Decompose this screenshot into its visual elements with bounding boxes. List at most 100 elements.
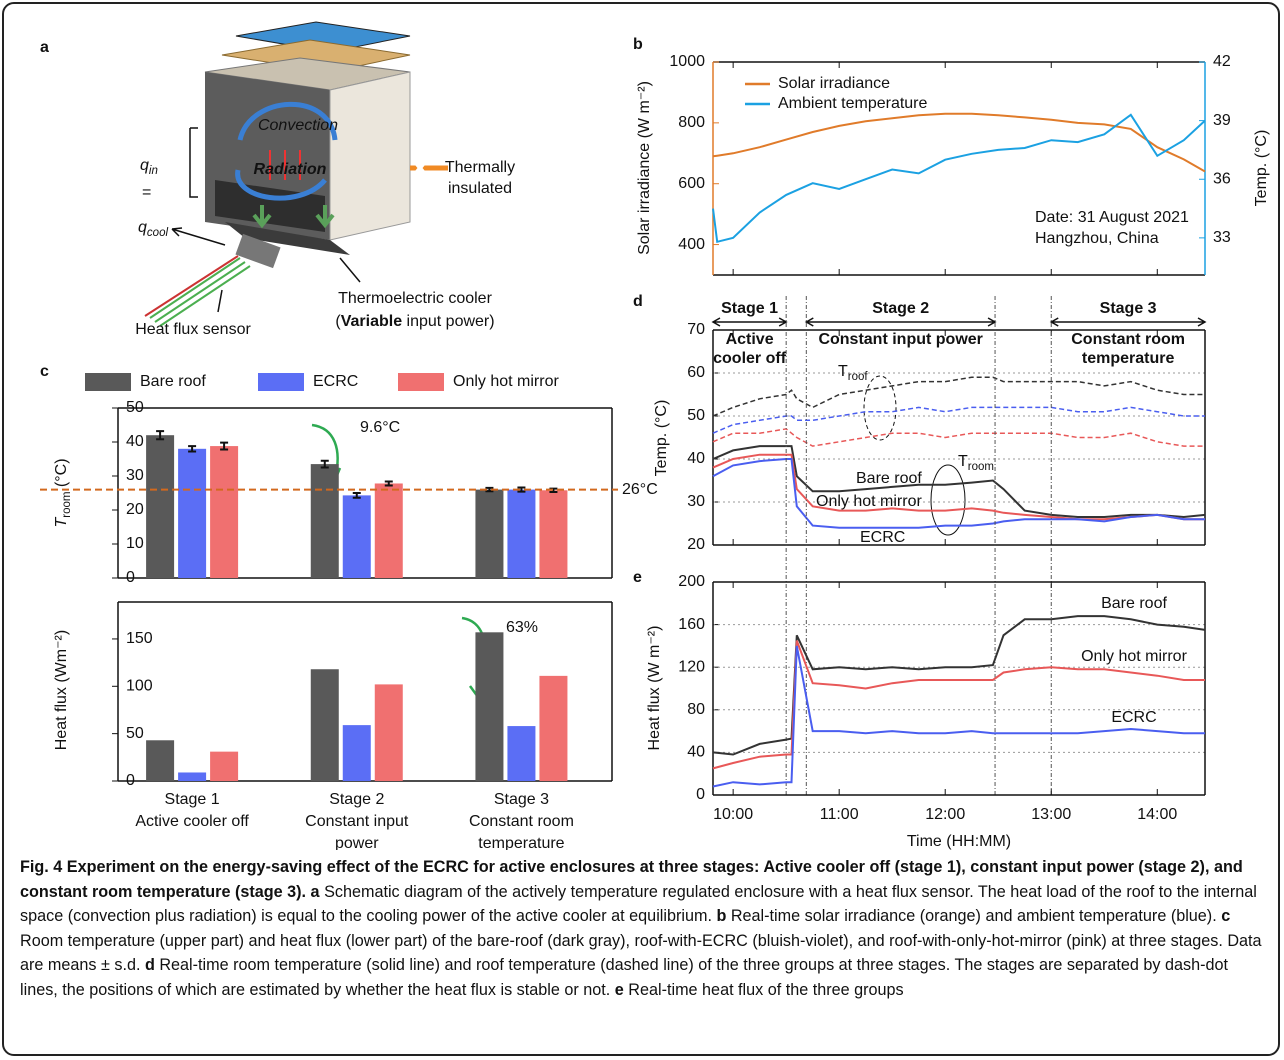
x-tick-label: Constant room [469,813,574,830]
series-label: Bare roof [856,470,922,487]
panel-label: e [633,569,642,586]
wires [150,258,250,326]
x-tick-label: 11:00 [820,806,859,823]
text-part: room [968,461,994,473]
bar [210,752,238,781]
room-ellipse [931,465,965,535]
text-part: room [61,492,73,518]
caption-text: Real-time solar irradiance (orange) and … [731,907,1217,925]
stage-label: Stage 3 [1100,300,1157,317]
x-tick-label: Stage 2 [329,791,384,808]
legend-label: Ambient temperature [778,95,928,112]
schematic-label: qcool [138,219,168,239]
error-bar [385,481,393,485]
x-tick-label: 13:00 [1031,806,1071,823]
y-tick-label: 160 [678,616,705,633]
y-tick-label: 30 [126,467,144,484]
schematic-label: = [142,184,151,201]
caption-strong: d [145,956,155,974]
y-tick-label: 20 [687,536,705,553]
bar [539,676,567,781]
caption-strong: c [1221,907,1230,925]
schematic-label: Thermoelectric cooler [338,290,493,307]
schematic-label: Radiation [254,161,327,178]
y-tick-label: 30 [687,493,705,510]
text-part: q [140,157,149,174]
legend-label: Solar irradiance [778,75,890,92]
stage-description: cooler off [713,350,787,367]
y-tick-label: 40 [687,744,705,761]
caption-strong: e [615,981,624,999]
bar [178,772,206,781]
annotation: 9.6°C [360,419,400,436]
x-tick-label: Active cooler off [135,813,249,830]
y-tick-label: 70 [687,321,705,338]
text-part: roof [848,371,869,383]
stage-arrow [713,318,786,326]
y-tick-label: 150 [126,630,153,647]
y-tick-label: 50 [687,407,705,424]
legend-label: Only hot mirror [453,373,559,390]
x-tick-label: 12:00 [925,806,965,823]
text-part: in [149,165,158,177]
caption: Fig. 4 Experiment on the energy-saving e… [20,855,1268,1002]
figure: abcdeConvectionRadiationThermallyinsulat… [0,0,1284,850]
y-axis-label: Heat flux (Wm⁻²) [53,630,70,750]
bar [146,740,174,781]
y-tick-label: 60 [687,364,705,381]
bar [375,483,403,578]
schematic-label: (Variable input power) [335,313,494,330]
panel-label: c [40,363,49,380]
y-tick-label: 200 [678,573,705,590]
bar [343,495,371,578]
annotation: Date: 31 August 2021 [1035,209,1189,226]
y-tick-label: 600 [678,175,705,192]
series-line [713,114,1205,172]
bar [475,490,503,578]
y-tick-label: 0 [126,772,135,789]
annotation: Troom [958,453,994,473]
text-part: T [958,453,968,470]
y-tick-label: 33 [1213,229,1231,246]
y-tick-label: 50 [126,725,144,742]
panel-label: d [633,293,643,310]
text-part: T [838,363,848,380]
panel-label: b [633,36,643,53]
y-tick-label: 80 [687,701,705,718]
stage-description: temperature [1082,350,1175,367]
series-label: ECRC [1111,709,1156,726]
x-tick-label: 10:00 [713,806,753,823]
bar [343,725,371,781]
bar [146,435,174,578]
series-line [713,616,1205,754]
y-axis-label: Temp. (°C) [653,400,670,477]
annotation: Hangzhou, China [1035,230,1159,247]
stage-arrow [1051,318,1205,326]
series-label: Only hot mirror [816,493,922,510]
y-tick-label: 42 [1213,53,1231,70]
x-tick-label: temperature [478,835,564,850]
y-tick-label: 50 [126,399,144,416]
x-tick-label: Stage 1 [165,791,220,808]
bar [475,632,503,781]
page: abcdeConvectionRadiationThermallyinsulat… [0,0,1284,1060]
x-axis-label: Time (HH:MM) [907,833,1011,850]
side-face [330,72,410,240]
reference-label: 26°C [622,481,658,498]
text-part: input power) [402,313,495,330]
y-tick-label: 0 [126,569,135,586]
bar [507,490,535,578]
stage-label: Stage 2 [872,300,929,317]
bar [311,464,339,578]
bar [375,684,403,781]
annotation: Troof [838,363,868,383]
legend-swatch [398,373,444,391]
series-label: Only hot mirror [1081,648,1187,665]
text-part: Variable [341,313,402,330]
bar [539,490,567,578]
bar [507,726,535,781]
stage-description: Constant input power [818,331,982,348]
panel-label: a [40,39,49,56]
legend-swatch [258,373,304,391]
cooler-pointer [340,258,360,282]
